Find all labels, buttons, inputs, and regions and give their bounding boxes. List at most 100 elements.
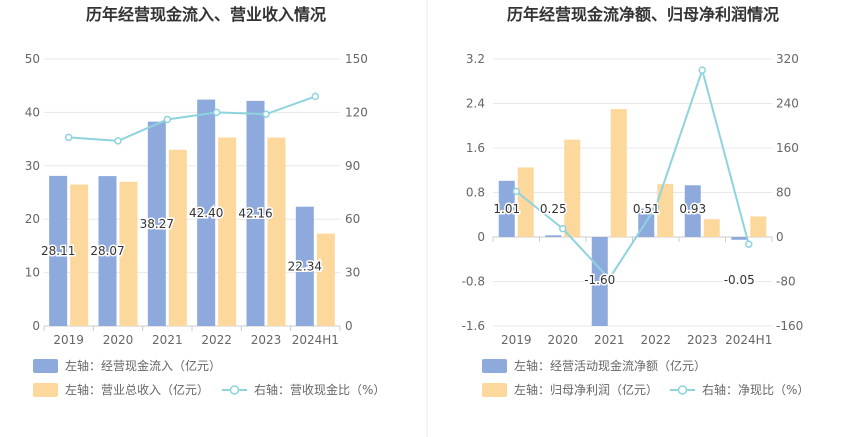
bar-orange	[168, 149, 187, 326]
line-point	[212, 108, 221, 117]
legend-label: 右轴：营收现金比（%）	[254, 382, 385, 397]
legend-label: 左轴：归母净利润（亿元）	[514, 382, 658, 397]
legend-label: 左轴：营业总收入（亿元）	[65, 382, 209, 397]
right-axis-tick-label: 90	[345, 159, 360, 173]
chart-title: 历年经营现金流入、营业收入情况	[86, 5, 326, 24]
bar-orange	[564, 139, 581, 237]
bar-orange	[610, 109, 627, 237]
left-axis-tick-label: 0.8	[466, 186, 485, 200]
bar-blue	[295, 206, 314, 326]
x-axis-tick-label: 2024H1	[725, 333, 772, 347]
right-axis-tick-label: 80	[776, 186, 791, 200]
legend-label: 左轴：经营现金流入（亿元）	[65, 358, 221, 373]
right-axis-tick-label: 60	[345, 212, 360, 226]
x-axis-tick-label: 2020	[547, 333, 578, 347]
left-axis-tick-label: 0	[32, 319, 40, 333]
x-axis-tick-label: 2023	[687, 333, 718, 347]
data-label: -0.05	[724, 273, 755, 287]
bar-orange	[218, 137, 237, 326]
bar-orange	[70, 184, 89, 326]
legend-label: 右轴：净现比（%）	[702, 382, 809, 397]
left-axis-tick-label: 0	[477, 230, 485, 244]
data-label: 22.34	[288, 259, 322, 273]
line-point	[64, 133, 73, 142]
right-axis-tick-label: 240	[776, 97, 799, 111]
right-axis-tick-label: 150	[345, 52, 368, 66]
legend-label: 左轴：经营活动现金流净额（亿元）	[514, 358, 706, 373]
left-axis-tick-label: -0.8	[462, 275, 485, 289]
right-axis-tick-label: -160	[776, 319, 803, 333]
bar-blue	[246, 100, 265, 326]
left-axis-tick-label: 1.6	[466, 141, 485, 155]
legend-line-marker	[677, 385, 688, 395]
line-point	[605, 274, 613, 283]
data-label: 0.51	[633, 202, 660, 216]
data-label: 1.01	[493, 202, 520, 216]
bar-orange	[703, 219, 720, 237]
x-axis-tick-label: 2021	[152, 333, 183, 347]
data-label: 38.27	[140, 217, 174, 231]
line-point	[559, 224, 567, 233]
bar-orange	[657, 184, 674, 237]
bar-blue	[545, 235, 562, 237]
left-axis-tick-label: 40	[25, 105, 40, 119]
x-axis-tick-label: 2022	[640, 333, 671, 347]
x-axis-tick-label: 2020	[103, 333, 134, 347]
line-point	[745, 240, 753, 248]
x-axis-tick-label: 2023	[251, 333, 282, 347]
right-axis-tick-label: 320	[776, 52, 799, 66]
bar-orange	[517, 167, 534, 237]
series-line	[68, 95, 316, 142]
data-label: 28.11	[41, 244, 75, 258]
right-axis-tick-label: 160	[776, 141, 799, 155]
bar-blue	[591, 237, 608, 326]
line-point	[114, 137, 122, 145]
bar-blue	[98, 176, 117, 326]
legend-swatch	[482, 359, 507, 373]
bar-orange	[316, 233, 335, 326]
bar-orange	[750, 216, 767, 237]
bar-blue	[197, 99, 216, 326]
bar-orange	[119, 181, 138, 326]
data-label: 0.93	[679, 202, 706, 216]
data-label: 42.40	[189, 206, 223, 220]
legend-line-marker	[229, 385, 240, 395]
data-label: 28.07	[90, 244, 124, 258]
right-axis-tick-label: 0	[776, 230, 784, 244]
line-point	[652, 203, 660, 211]
left-axis-tick-label: 30	[25, 159, 40, 173]
left-axis-tick-label: 2.4	[466, 97, 485, 111]
chart-title: 历年经营现金流净额、归母净利润情况	[507, 5, 779, 24]
right-axis-tick-label: 30	[345, 266, 360, 280]
right-axis-tick-label: 120	[345, 105, 368, 119]
bar-blue	[731, 237, 748, 240]
data-label: 0.25	[540, 202, 567, 216]
x-axis-tick-label: 2024H1	[292, 333, 339, 347]
x-axis-tick-label: 2019	[53, 333, 84, 347]
right-axis-tick-label: 0	[345, 319, 353, 333]
legend-swatch	[482, 383, 507, 397]
x-axis-tick-label: 2019	[501, 333, 532, 347]
x-axis-tick-label: 2022	[201, 333, 232, 347]
bar-blue	[49, 175, 68, 326]
left-axis-tick-label: 10	[25, 266, 40, 280]
data-label: 42.16	[238, 206, 272, 220]
x-axis-tick-label: 2021	[594, 333, 625, 347]
series-line	[515, 66, 750, 281]
left-axis-tick-label: 3.2	[466, 52, 485, 66]
left-axis-tick-label: 50	[25, 52, 40, 66]
line-point	[262, 110, 270, 118]
left-axis-tick-label: -1.6	[462, 319, 485, 333]
data-label: -1.60	[584, 273, 615, 287]
bar-blue	[498, 180, 515, 237]
legend-swatch	[33, 383, 58, 397]
legend-swatch	[33, 359, 58, 373]
left-axis-tick-label: 20	[25, 212, 40, 226]
bar-blue	[147, 121, 166, 326]
line-point	[512, 187, 520, 196]
bar-orange	[267, 137, 286, 326]
line-point	[698, 66, 706, 74]
line-point	[163, 115, 172, 124]
line-point	[311, 92, 320, 101]
